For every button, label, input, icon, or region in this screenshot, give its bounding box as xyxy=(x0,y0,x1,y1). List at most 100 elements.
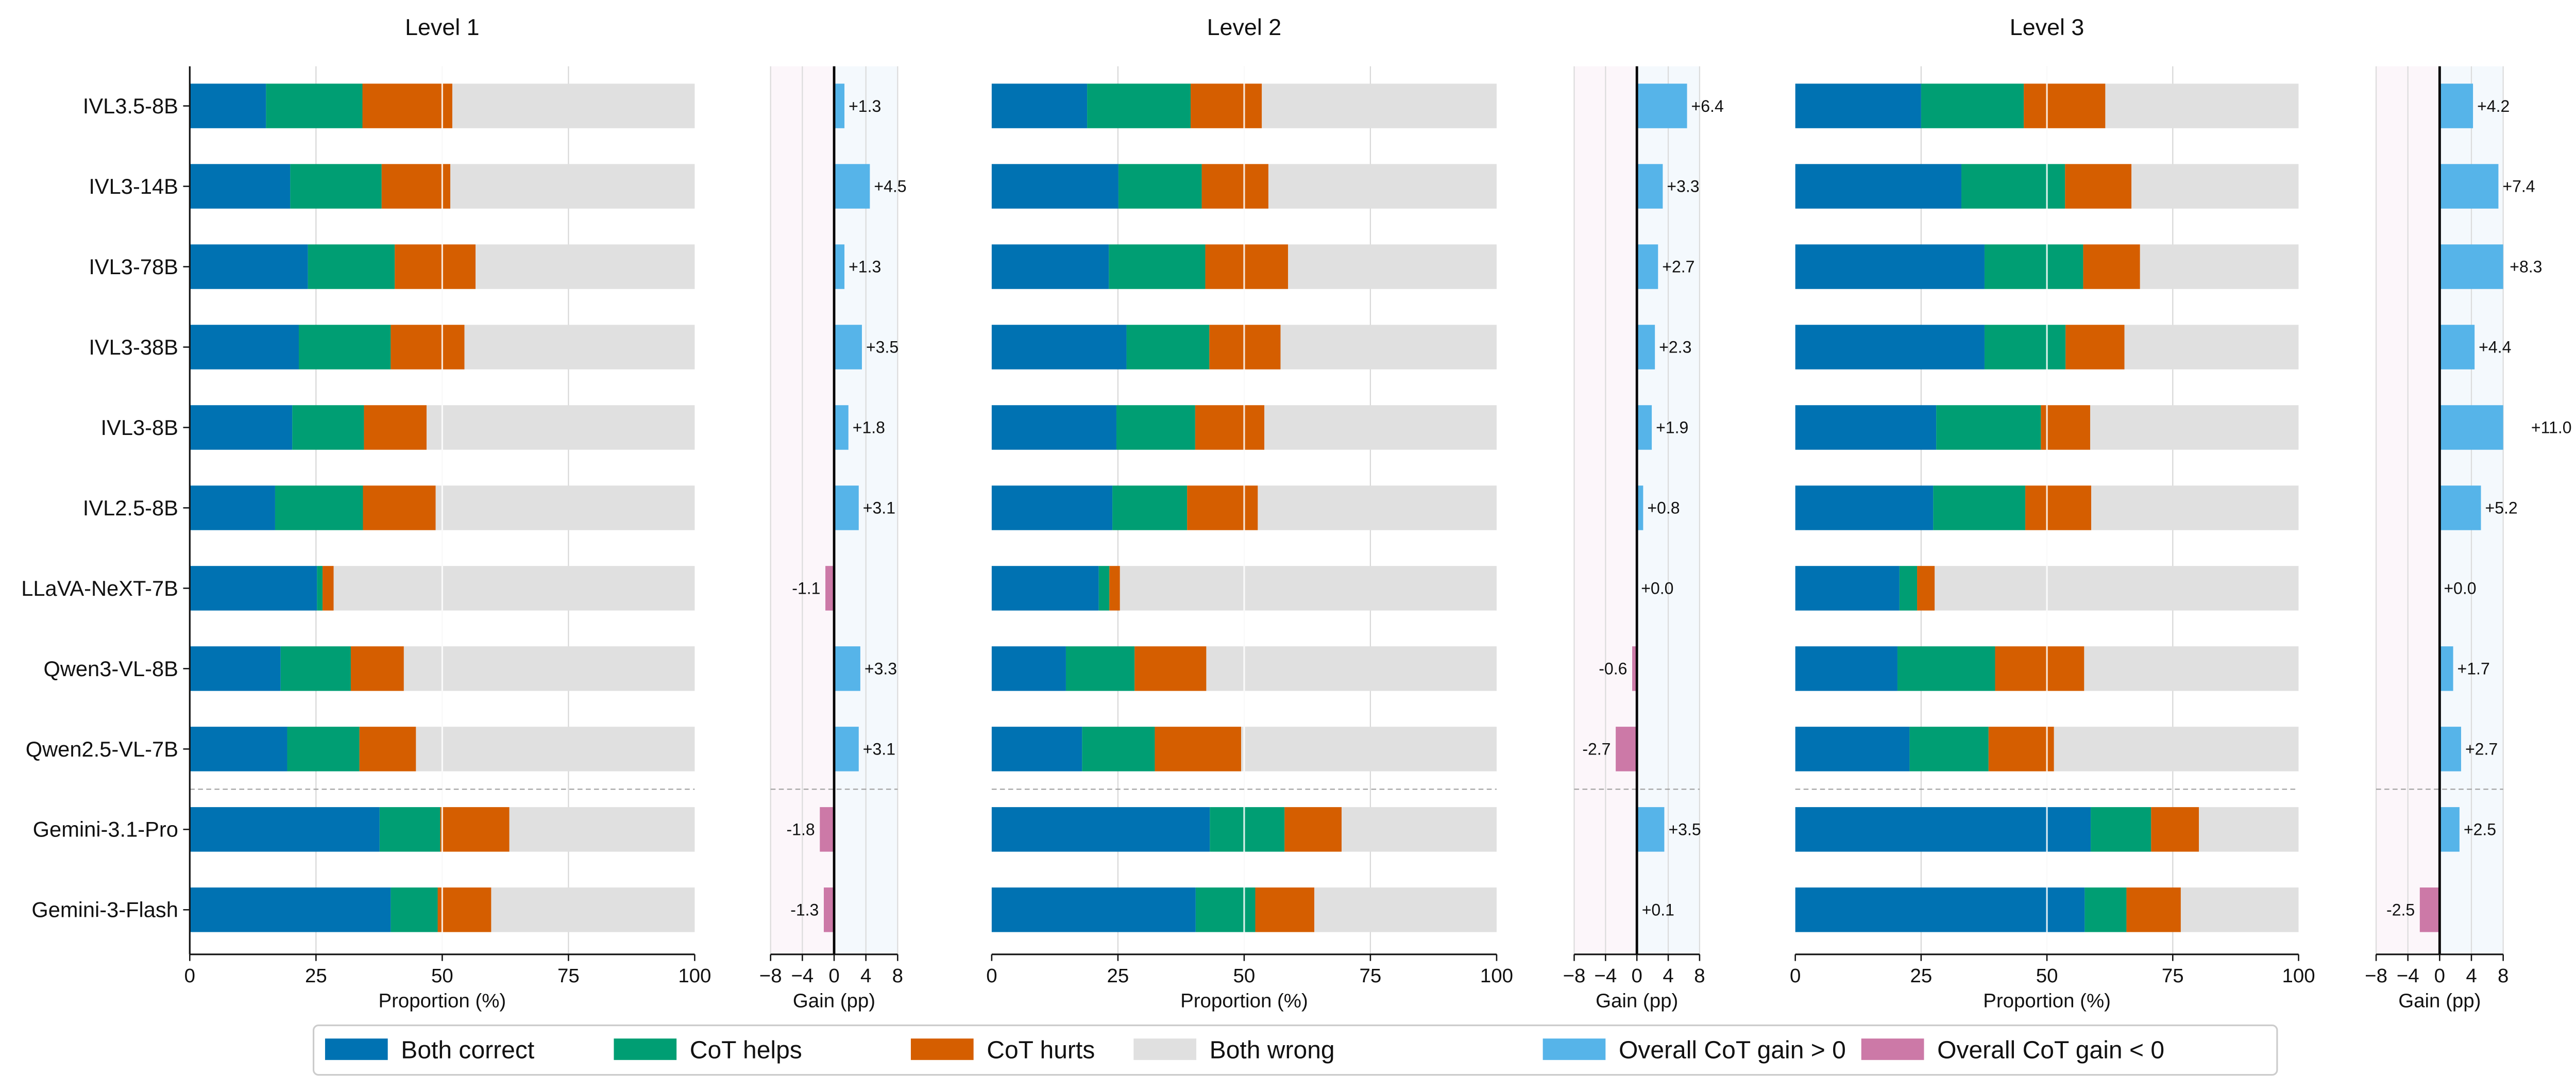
model-label: Gemini-3-Flash xyxy=(31,898,178,922)
gain-label: -1.1 xyxy=(792,579,820,598)
cot-hurts-segment xyxy=(1995,646,2084,691)
both-correct-segment xyxy=(991,164,1118,209)
cot-hurts-segment xyxy=(364,405,427,450)
x-tick-label: 0 xyxy=(1790,965,1801,987)
gain-bar xyxy=(820,807,835,852)
gain-label: +1.7 xyxy=(2458,660,2490,678)
cot-helps-segment xyxy=(1899,566,1918,611)
both-correct-segment xyxy=(1795,83,1921,128)
both-wrong-segment xyxy=(1264,405,1497,450)
both-wrong-segment xyxy=(426,405,695,450)
both-correct-segment xyxy=(991,485,1113,530)
both-wrong-segment xyxy=(452,83,695,128)
cot-helps-segment xyxy=(1984,325,2066,370)
legend-label: Overall CoT gain > 0 xyxy=(1619,1037,1846,1064)
cot-helps-segment xyxy=(1082,727,1155,772)
both-correct-segment xyxy=(1795,244,1985,289)
x-tick-label: 25 xyxy=(1107,965,1129,987)
x-tick-label: 100 xyxy=(2282,965,2315,987)
cot-hurts-segment xyxy=(437,887,492,932)
cot-helps-segment xyxy=(2084,887,2127,932)
gain-bar xyxy=(2439,405,2503,450)
cot-hurts-segment xyxy=(381,164,451,209)
gain-label: +3.3 xyxy=(1667,177,1699,196)
both-correct-segment xyxy=(1795,485,1934,530)
both-wrong-segment xyxy=(1268,164,1497,209)
x-tick-label: 0 xyxy=(828,965,839,987)
gain-label: +0.0 xyxy=(1641,579,1673,598)
legend-swatch xyxy=(1543,1038,1606,1060)
both-wrong-segment xyxy=(403,646,695,691)
gain-bar xyxy=(1637,405,1652,450)
both-wrong-segment xyxy=(2140,244,2299,289)
gain-label: +0.8 xyxy=(1647,499,1680,517)
cot-helps-segment xyxy=(292,405,364,450)
x-tick-label: −4 xyxy=(791,965,814,987)
gain-label: +2.7 xyxy=(1662,258,1694,276)
gain-bar xyxy=(1637,325,1655,370)
cot-hurts-segment xyxy=(1255,887,1315,932)
cot-helps-segment xyxy=(1112,485,1188,530)
cot-hurts-segment xyxy=(2041,405,2091,450)
x-tick-label: 25 xyxy=(1910,965,1932,987)
both-correct-segment xyxy=(1795,887,2085,932)
legend-swatch xyxy=(325,1038,388,1060)
gain-label: +3.3 xyxy=(865,660,897,678)
gain-label: +4.5 xyxy=(874,177,906,196)
both-wrong-segment xyxy=(1342,807,1497,852)
both-correct-segment xyxy=(991,83,1088,128)
cot-hurts-segment xyxy=(2083,244,2140,289)
gain-label: +11.0 xyxy=(2531,418,2572,437)
cot-hurts-segment xyxy=(1201,164,1268,209)
both-correct-segment xyxy=(1795,646,1897,691)
gain-bar xyxy=(825,566,835,611)
cot-helps-segment xyxy=(287,727,360,772)
gain-panel-level-3: +4.2 +7.4 +8.3 +4.4 +11.0 +5.2 +0.0 +1.7 +2.7 +2.… xyxy=(2365,66,2572,1012)
both-correct-segment xyxy=(190,646,281,691)
gain-label: -0.6 xyxy=(1599,660,1627,678)
x-tick-label: 0 xyxy=(184,965,195,987)
model-label: IVL3.5-8B xyxy=(83,94,178,118)
legend-swatch xyxy=(1861,1038,1924,1060)
cot-hurts-segment xyxy=(391,325,465,370)
panel-title: Level 2 xyxy=(1207,14,1282,40)
gain-bar xyxy=(1637,485,1643,530)
both-wrong-segment xyxy=(1262,83,1497,128)
x-axis-label: Gain (pp) xyxy=(2398,990,2481,1012)
gain-bar xyxy=(2439,325,2475,370)
both-wrong-segment xyxy=(1258,485,1497,530)
cot-hurts-segment xyxy=(1988,727,2054,772)
gain-label: +3.5 xyxy=(1668,820,1701,839)
model-label: LLaVA-NeXT-7B xyxy=(21,576,178,600)
x-tick-label: 75 xyxy=(1360,965,1382,987)
gain-label: +7.4 xyxy=(2502,177,2535,196)
x-tick-label: 0 xyxy=(1631,965,1642,987)
x-tick-label: 100 xyxy=(1480,965,1513,987)
cot-helps-segment xyxy=(1936,405,2041,450)
cot-helps-segment xyxy=(308,244,395,289)
both-correct-segment xyxy=(190,164,291,209)
model-label: IVL2.5-8B xyxy=(83,496,178,520)
both-wrong-segment xyxy=(1241,727,1497,772)
legend-label: Both wrong xyxy=(1210,1037,1335,1064)
gain-label: +5.2 xyxy=(2485,499,2518,517)
x-tick-label: 8 xyxy=(2498,965,2509,987)
both-wrong-segment xyxy=(2054,727,2299,772)
gain-panel-level-2: +6.4 +3.3 +2.7 +2.3 +1.9 +0.8 +0.0 -0.6 -2.7 +3.5… xyxy=(1563,66,1724,1012)
panel-title: Level 3 xyxy=(2010,14,2084,40)
both-wrong-segment xyxy=(509,807,695,852)
x-tick-label: 0 xyxy=(2434,965,2445,987)
both-correct-segment xyxy=(991,887,1196,932)
cot-helps-segment xyxy=(1065,646,1135,691)
both-correct-segment xyxy=(190,244,308,289)
cot-helps-segment xyxy=(1933,485,2026,530)
x-axis-label: Gain (pp) xyxy=(1596,990,1678,1012)
cot-helps-segment xyxy=(1116,405,1195,450)
both-correct-segment xyxy=(991,405,1116,450)
both-wrong-segment xyxy=(491,887,695,932)
gain-label: -1.8 xyxy=(786,820,815,839)
both-correct-segment xyxy=(991,566,1099,611)
gain-bar xyxy=(2439,83,2473,128)
gain-label: +1.8 xyxy=(853,418,885,437)
